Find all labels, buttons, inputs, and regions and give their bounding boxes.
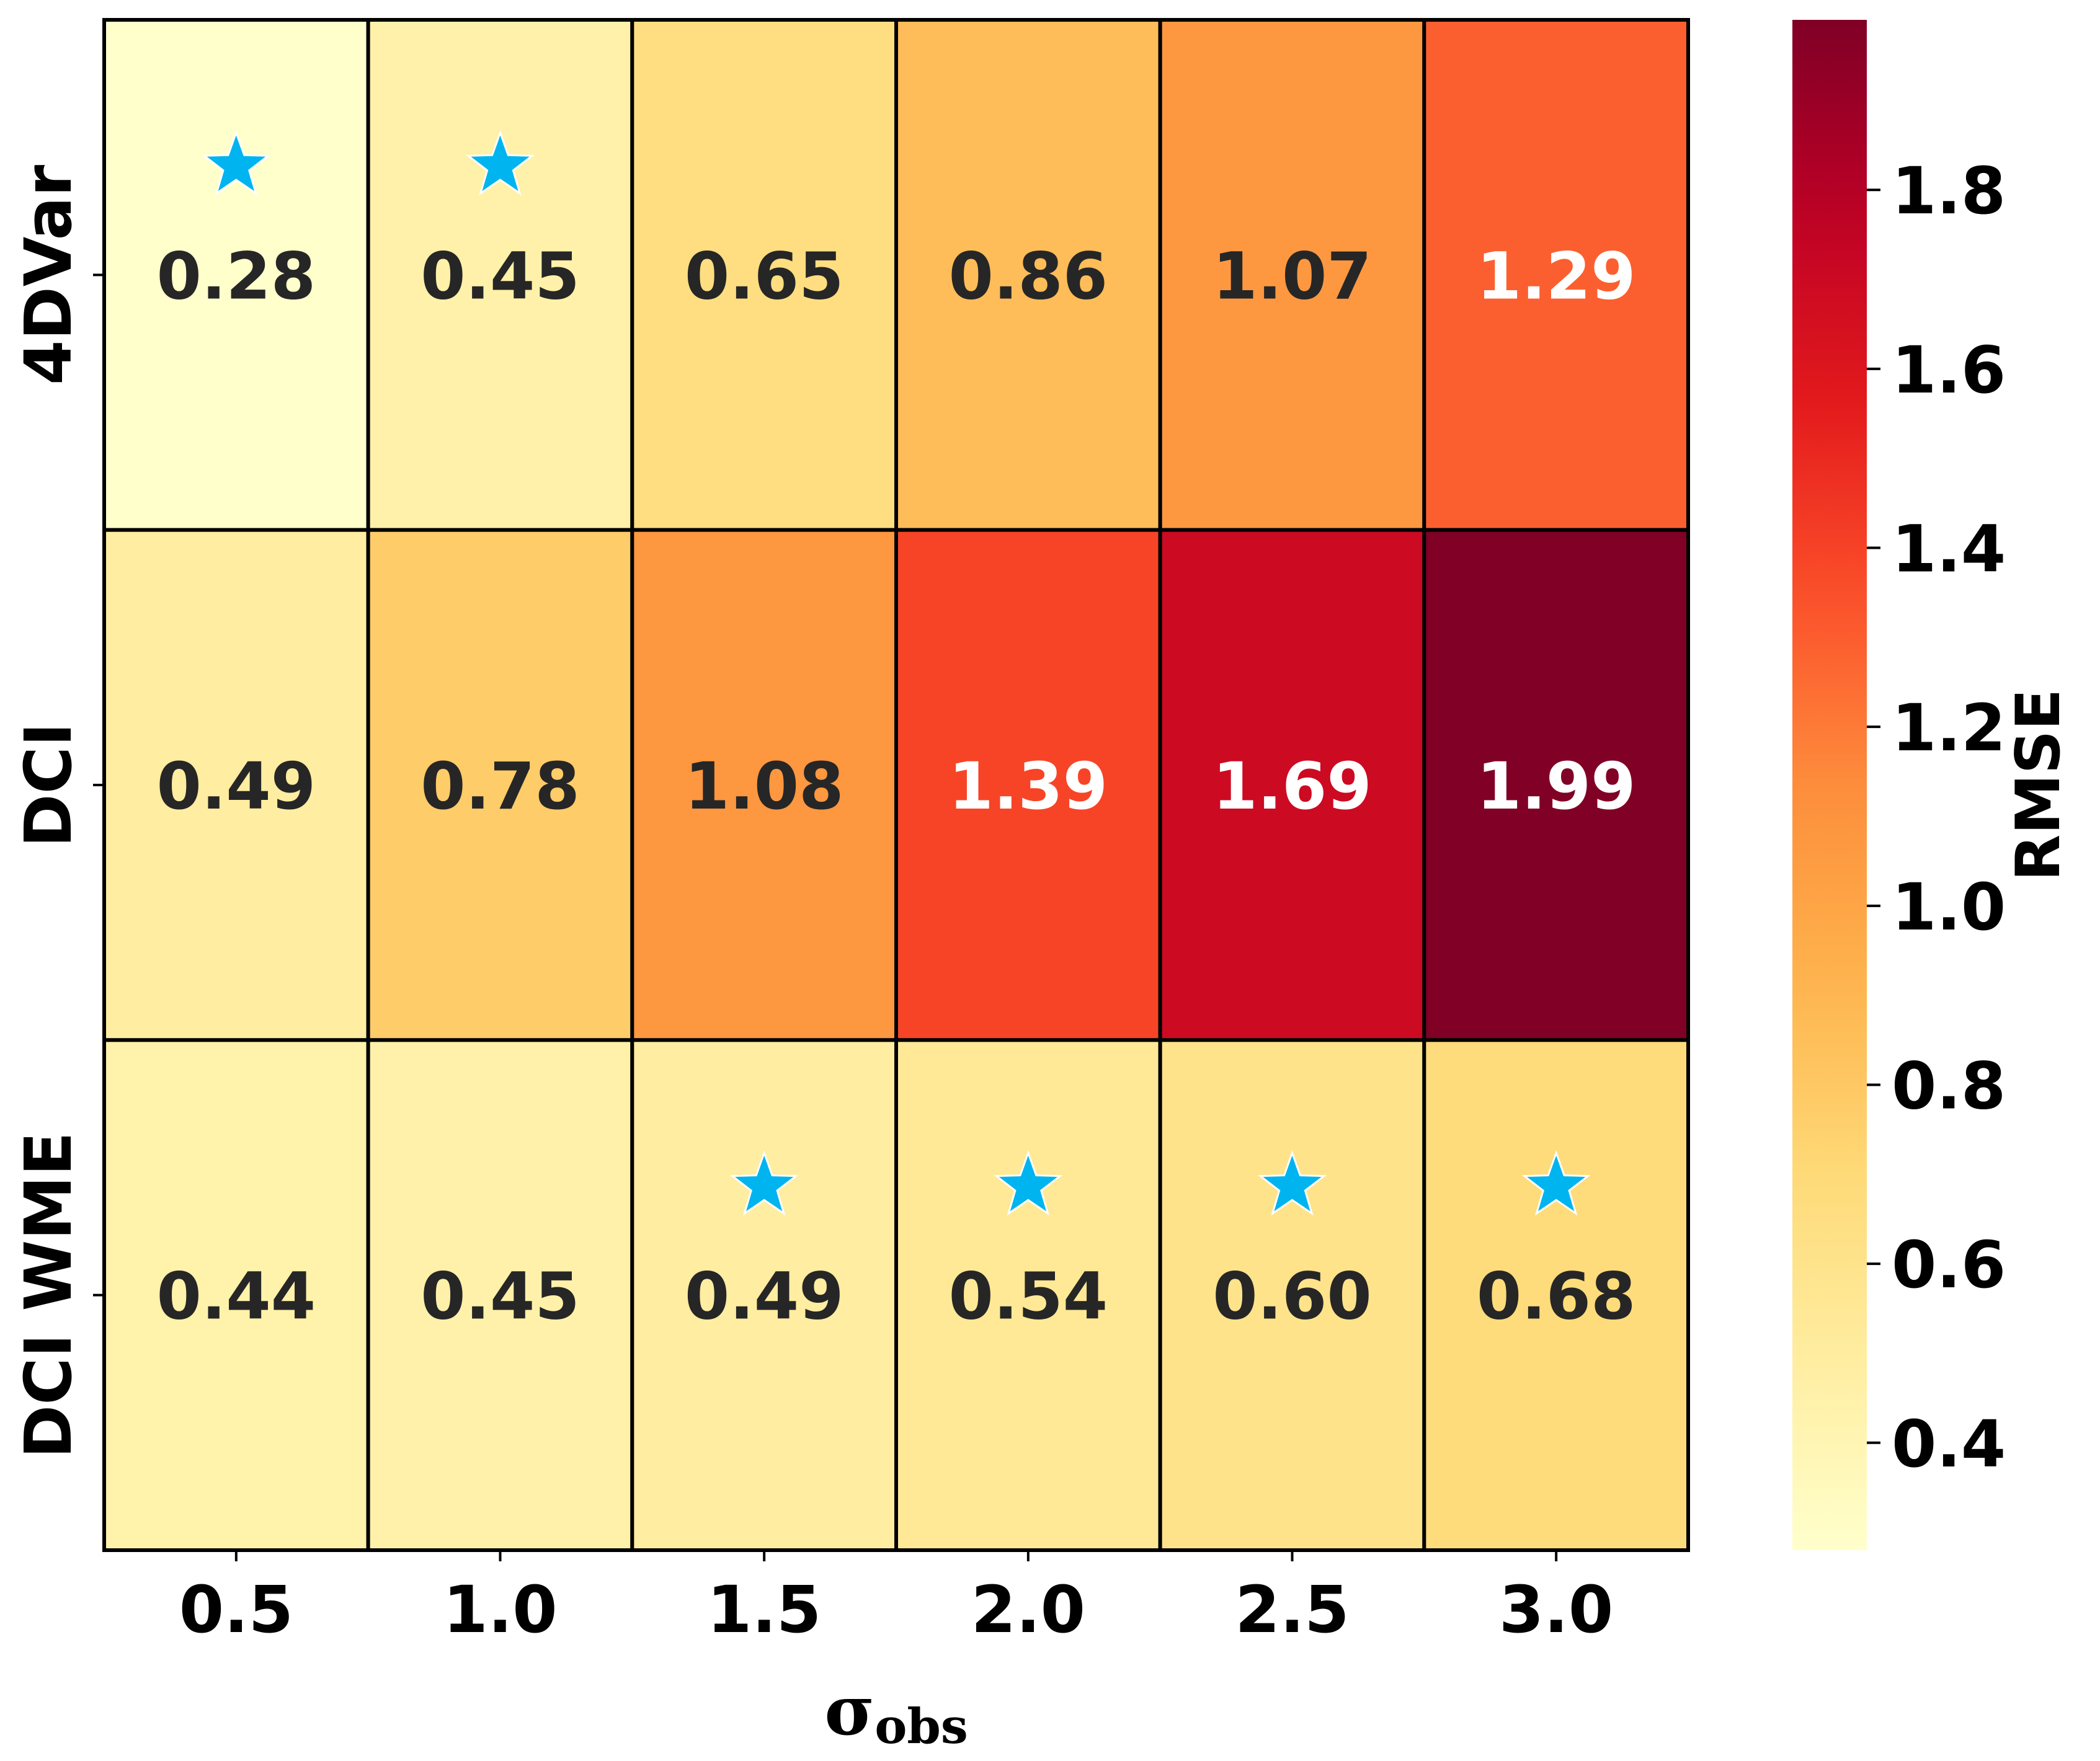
- x-axis-label-subscript: obs: [874, 1698, 968, 1755]
- best-result-star-icon: [1257, 1150, 1327, 1216]
- best-result-star-icon: [465, 130, 535, 196]
- y-tick-label: DCI WME: [11, 1132, 86, 1458]
- x-tick-label: 3.0: [1499, 1572, 1613, 1648]
- colorbar-label: RMSE: [2003, 689, 2074, 882]
- best-markers: [202, 130, 1591, 1216]
- cell-value-label: 0.65: [685, 238, 844, 314]
- heatmap-cells: [102, 18, 1690, 1553]
- x-axis-label: σobs: [824, 1670, 968, 1755]
- heatmap-cell: [366, 1038, 634, 1553]
- heatmap-cell: [1422, 528, 1690, 1042]
- x-tick-label: 2.5: [1235, 1572, 1349, 1648]
- best-result-star-icon: [1521, 1150, 1591, 1216]
- colorbar-tick-label: 0.4: [1892, 1406, 2006, 1482]
- cell-value-label: 0.49: [157, 748, 316, 824]
- x-axis: 0.5 1.0 1.5 2.0 2.5 3.0: [179, 1550, 1613, 1648]
- y-tick-label: DCI: [11, 722, 86, 847]
- cell-value-label: 1.08: [685, 748, 844, 824]
- cell-value-label: 0.54: [949, 1259, 1108, 1334]
- heatmap-cell: [1158, 18, 1426, 532]
- x-axis-label-symbol: σ: [824, 1670, 874, 1750]
- colorbar-tick-label: 0.8: [1892, 1048, 2006, 1124]
- best-result-star-icon: [994, 1150, 1063, 1216]
- colorbar-tick-label: 1.4: [1892, 512, 2006, 587]
- heatmap-cell: [894, 1038, 1162, 1553]
- cell-value-label: 1.07: [1212, 238, 1372, 314]
- cell-value-label: 0.45: [420, 238, 580, 314]
- colorbar-tick-label: 1.6: [1892, 332, 2006, 408]
- x-tick-label: 0.5: [179, 1572, 293, 1648]
- heatmap-cell: [894, 18, 1162, 532]
- y-tick-label: 4DVar: [11, 165, 86, 385]
- cell-value-label: 0.68: [1477, 1259, 1636, 1334]
- colorbar-tick-label: 0.6: [1892, 1227, 2006, 1303]
- cell-value-label: 1.69: [1212, 748, 1372, 824]
- heatmap-cell: [102, 1038, 370, 1553]
- heatmap-cell: [366, 18, 634, 532]
- best-result-star-icon: [729, 1150, 799, 1216]
- cell-value-label: 0.45: [420, 1259, 580, 1334]
- heatmap-cell: [630, 18, 898, 532]
- heatmap-cell: [894, 528, 1162, 1042]
- cell-value-label: 1.99: [1477, 748, 1636, 824]
- x-tick-label: 1.5: [707, 1572, 821, 1648]
- cell-value-label: 0.78: [420, 748, 580, 824]
- cell-value-label: 0.28: [157, 238, 316, 314]
- cell-value-label: 0.86: [949, 238, 1108, 314]
- cell-value-label: 0.49: [685, 1259, 844, 1334]
- heatmap-cell: [1422, 18, 1690, 532]
- cell-value-label: 0.60: [1212, 1259, 1372, 1334]
- y-axis: 4DVar DCI DCI WME: [11, 165, 104, 1458]
- cell-value-label: 0.44: [157, 1259, 316, 1334]
- colorbar-tick-label: 1.8: [1892, 153, 2006, 229]
- x-tick-label: 1.0: [443, 1572, 557, 1648]
- cell-value-label: 1.39: [949, 748, 1108, 824]
- heatmap-cell: [630, 1038, 898, 1553]
- colorbar-tick-label: 1.0: [1892, 869, 2006, 945]
- heatmap-cell: [102, 18, 370, 532]
- heatmap-cell-labels: 0.28 0.45 0.65 0.86 1.07 1.29 0.49 0.78 1.08 1.39…: [157, 238, 1636, 1334]
- colorbar-tick-label: 1.2: [1892, 690, 2006, 766]
- colorbar-bar: [1792, 20, 1867, 1550]
- x-tick-label: 2.0: [971, 1572, 1085, 1648]
- best-result-star-icon: [202, 130, 271, 196]
- cell-value-label: 1.29: [1477, 238, 1636, 314]
- heatmap-cell: [1158, 1038, 1426, 1553]
- heatmap-cell: [366, 528, 634, 1042]
- colorbar: 0.4 0.6 0.8 1.0 1.2 1.4 1.6 1.8 RMSE: [1792, 20, 2074, 1550]
- heatmap-cell: [1422, 1038, 1690, 1553]
